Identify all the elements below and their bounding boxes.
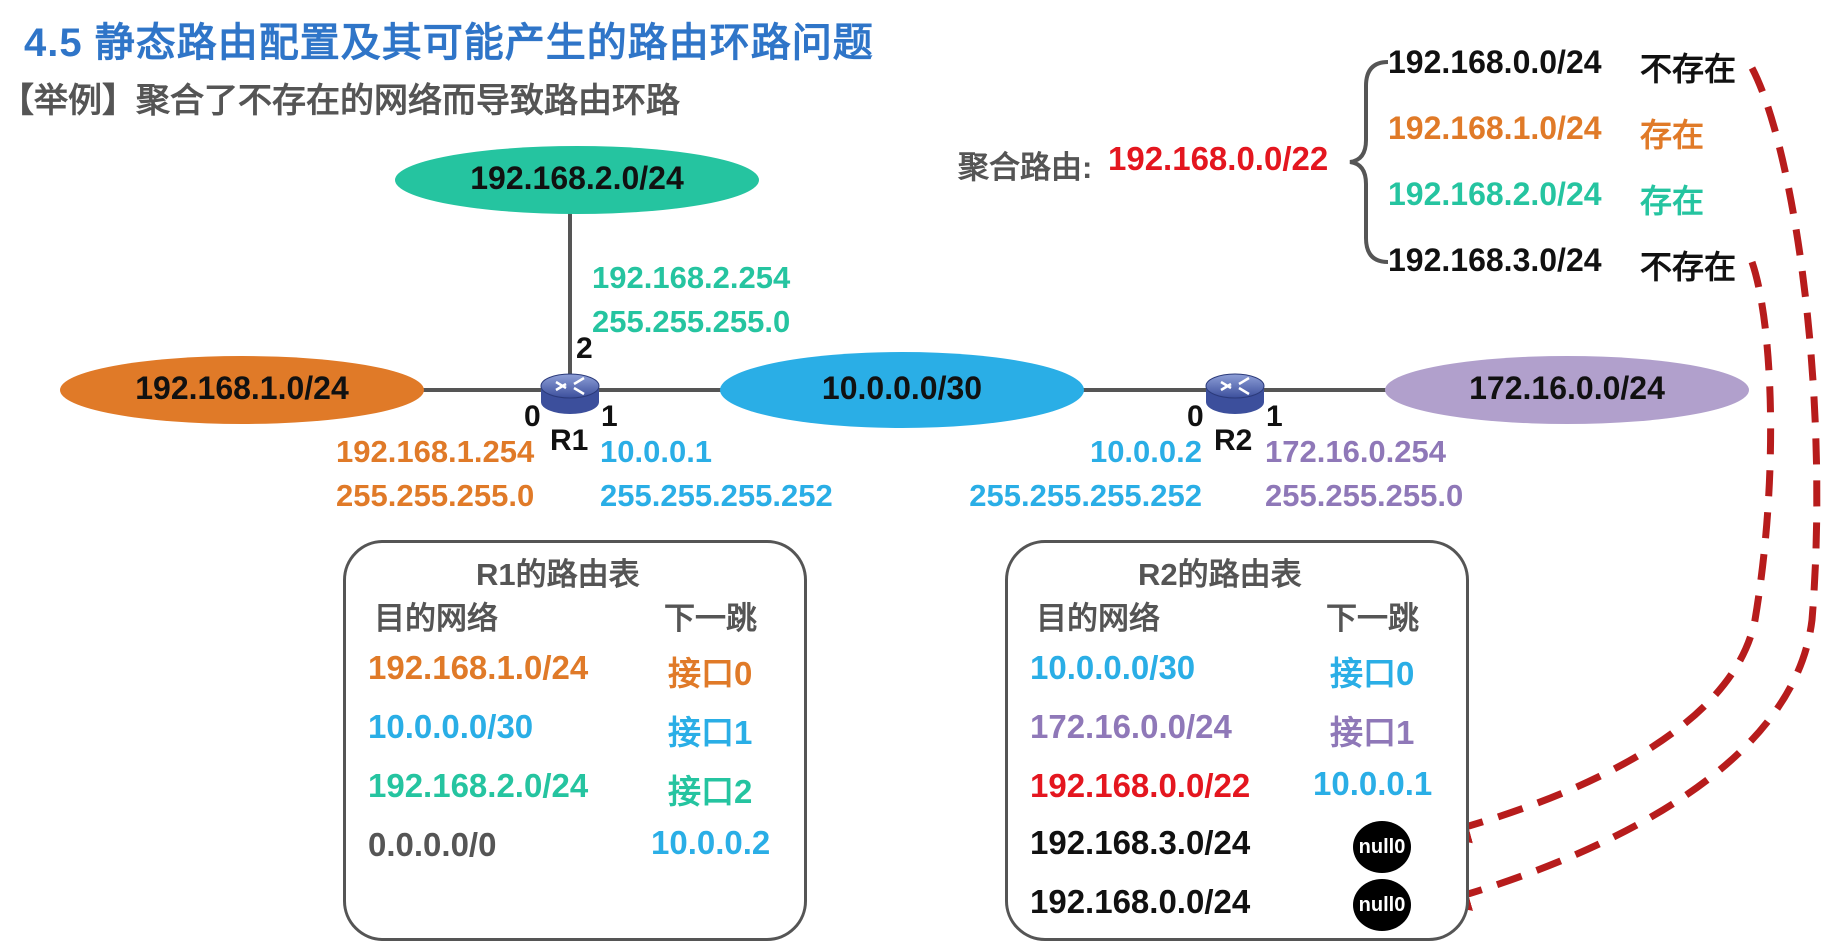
- r1-row-1-next: 接口1: [668, 714, 753, 751]
- r1-name: R1: [550, 424, 589, 457]
- network-right-label: 172.16.0.0/24: [1469, 370, 1665, 406]
- aggregate-item-2-status: 存在: [1640, 183, 1705, 219]
- r1-if2-config: 192.168.2.254 255.255.255.0: [592, 256, 790, 344]
- page-title: 4.5 静态路由配置及其可能产生的路由环路问题: [24, 21, 874, 65]
- r2-if0-ip: 10.0.0.2: [1089, 434, 1202, 469]
- r1-table-title: R1的路由表: [476, 557, 640, 592]
- r1-row-0-dest: 192.168.1.0/24: [368, 649, 589, 686]
- r2-routing-table: R2的路由表 目的网络 下一跳 10.0.0.0/30 接口0 172.16.0…: [1005, 540, 1469, 941]
- r1-row-0-next: 接口0: [668, 655, 753, 692]
- r2-table-title: R2的路由表: [1138, 557, 1302, 592]
- r2-row-2-next: 10.0.0.1: [1313, 765, 1433, 802]
- network-right-ellipse: [1385, 356, 1749, 424]
- r2-row-1-next: 接口1: [1330, 714, 1415, 751]
- r2-if1-mask: 255.255.255.0: [1265, 478, 1464, 513]
- r2-row-2-dest: 192.168.0.0/22: [1030, 767, 1251, 804]
- r2-row-4-dest: 192.168.0.0/24: [1030, 883, 1251, 920]
- page-subtitle: 【举例】聚合了不存在的网络而导致路由环路: [0, 82, 680, 120]
- r1-if0-config: 192.168.1.254 255.255.255.0: [336, 430, 534, 518]
- r2-row-0-next: 接口0: [1330, 655, 1415, 692]
- router-r2-icon: [1205, 373, 1265, 414]
- r1-port-0: 0: [524, 400, 541, 433]
- aggregate-item-1-status: 存在: [1640, 117, 1705, 153]
- aggregate-brace: [1349, 60, 1389, 264]
- network-top-label: 192.168.2.0/24: [470, 160, 684, 196]
- r2-if1-config: 172.16.0.254 255.255.255.0: [1265, 430, 1463, 518]
- r1-routing-table: R1的路由表 目的网络 下一跳 192.168.1.0/24 接口0 10.0.…: [343, 540, 807, 941]
- aggregate-label: 聚合路由:: [958, 150, 1093, 185]
- r2-row-1-dest: 172.16.0.0/24: [1030, 708, 1232, 745]
- r2-col-dest: 目的网络: [1036, 601, 1160, 636]
- r1-row-2-dest: 192.168.2.0/24: [368, 767, 589, 804]
- r2-if1-ip: 172.16.0.254: [1265, 434, 1447, 469]
- r1-row-2-next: 接口2: [668, 773, 753, 810]
- r1-if0-mask: 255.255.255.0: [336, 478, 535, 513]
- r2-if0-config: 10.0.0.2 255.255.255.252: [962, 430, 1202, 518]
- aggregate-item-2-net: 192.168.2.0/24: [1388, 176, 1602, 212]
- aggregate-item-3-net: 192.168.3.0/24: [1388, 242, 1602, 278]
- network-middle-label: 10.0.0.0/30: [821, 370, 983, 406]
- network-left-label: 192.168.1.0/24: [135, 370, 349, 406]
- arrow-to-192-168-3-0: [1434, 260, 1775, 844]
- r1-row-1-dest: 10.0.0.0/30: [368, 708, 534, 745]
- r2-row-0-dest: 10.0.0.0/30: [1030, 649, 1196, 686]
- r2-port-0: 0: [1187, 400, 1204, 433]
- aggregate-item-1-net: 192.168.1.0/24: [1388, 110, 1602, 146]
- r2-col-next: 下一跳: [1326, 601, 1419, 636]
- r1-port-1: 1: [601, 400, 618, 433]
- r1-col-next: 下一跳: [664, 601, 757, 636]
- r1-if0-ip: 192.168.1.254: [336, 434, 535, 469]
- r1-row-3-next: 10.0.0.2: [651, 824, 771, 861]
- r2-row-3-dest: 192.168.3.0/24: [1030, 824, 1251, 861]
- arrow-to-192-168-0-0: [1434, 66, 1821, 911]
- r1-if1-config: 10.0.0.1 255.255.255.252: [600, 430, 833, 518]
- r2-name: R2: [1214, 424, 1253, 457]
- aggregate-item-0-status: 不存在: [1640, 51, 1737, 87]
- network-top-ellipse: [395, 146, 759, 214]
- r2-if0-mask: 255.255.255.252: [969, 478, 1202, 513]
- r1-if2-ip: 192.168.2.254: [592, 260, 791, 295]
- r1-if1-mask: 255.255.255.252: [600, 478, 833, 513]
- aggregate-item-3-status: 不存在: [1640, 249, 1737, 285]
- network-middle-ellipse: [720, 352, 1084, 428]
- r2-port-1: 1: [1266, 400, 1283, 433]
- r1-if2-mask: 255.255.255.0: [592, 304, 791, 339]
- r1-row-3-dest: 0.0.0.0/0: [368, 826, 497, 863]
- aggregate-item-0-net: 192.168.0.0/24: [1388, 44, 1602, 80]
- r1-if1-ip: 10.0.0.1: [600, 434, 713, 469]
- r2-row-3-null0-badge: null0: [1353, 821, 1411, 873]
- router-r1-icon: [540, 373, 600, 414]
- r2-row-4-null0-badge: null0: [1353, 879, 1411, 931]
- network-left-ellipse: [60, 356, 424, 424]
- aggregate-value: 192.168.0.0/22: [1108, 140, 1329, 177]
- r1-port-2: 2: [576, 332, 593, 365]
- r1-col-dest: 目的网络: [374, 601, 498, 636]
